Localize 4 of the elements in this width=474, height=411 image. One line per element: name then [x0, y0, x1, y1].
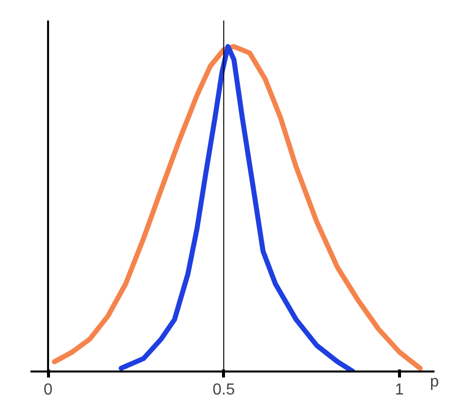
x-tick-label: 1 — [394, 382, 404, 398]
x-tick-label: 0.5 — [212, 382, 235, 398]
x-tick-label: 0 — [44, 382, 53, 398]
x-axis-title: p — [430, 374, 440, 390]
